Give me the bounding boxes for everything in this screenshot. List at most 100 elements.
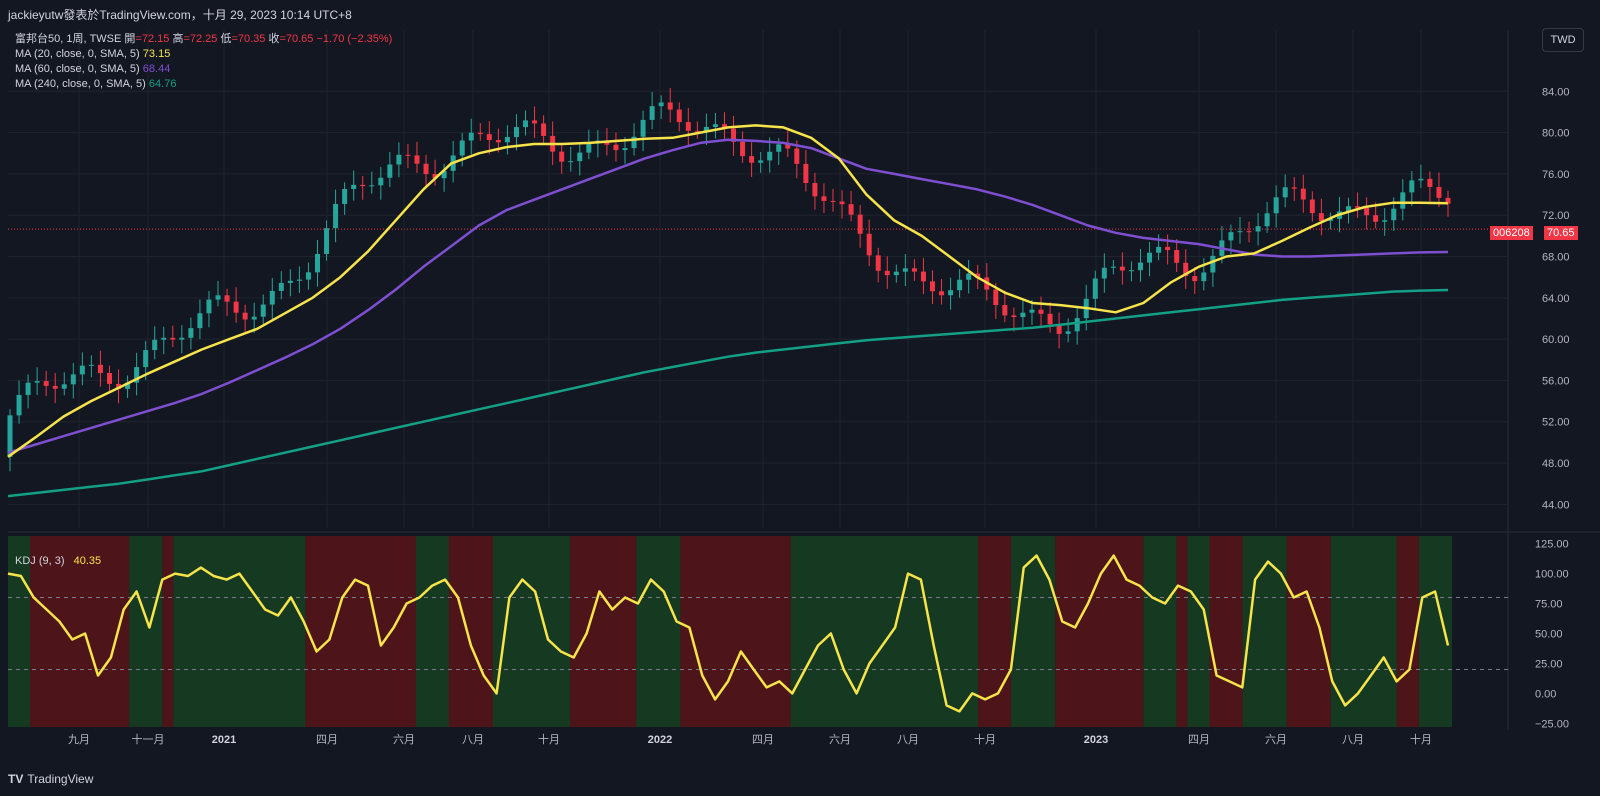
candle-body <box>188 328 194 338</box>
header-title: jackieyutw發表於TradingView.com，十月 29, 2023… <box>8 8 352 22</box>
candle-body <box>1156 246 1162 253</box>
candle-body <box>414 155 420 164</box>
price-tick-label: 52.00 <box>1542 417 1570 429</box>
time-tick-label: 2021 <box>212 734 236 746</box>
candle-body <box>640 119 646 137</box>
candle-body <box>152 339 158 351</box>
candle-body <box>794 148 800 164</box>
candle-body <box>1174 250 1180 263</box>
candle-body <box>7 415 13 457</box>
candle-body <box>1373 215 1379 222</box>
candle-body <box>812 182 818 197</box>
candle-body <box>848 204 854 215</box>
candle-body <box>866 233 872 256</box>
grid-lines <box>8 30 1600 730</box>
candle-body <box>803 163 809 183</box>
candle-body <box>351 184 357 190</box>
candle-body <box>577 152 583 162</box>
candle-body <box>649 106 655 120</box>
time-tick-label: 八月 <box>1342 734 1364 746</box>
kdj-zone <box>162 536 174 727</box>
candle-body <box>785 144 791 149</box>
candle-body <box>1291 187 1297 189</box>
currency-button[interactable]: TWD <box>1542 28 1584 52</box>
candle-body <box>1092 278 1098 299</box>
candle-body <box>1011 315 1017 318</box>
footer-brand[interactable]: TV TradingView <box>8 772 93 786</box>
legend-ma240-row: MA (240, close, 0, SMA, 5) 64.76 <box>15 77 392 92</box>
kdj-zone <box>448 536 494 727</box>
time-axis[interactable]: 九月 十一月 2021 四月 六月 八月 十月 2022 四月 六月 八月 十月 2023 四月 六月 八月 十… <box>68 732 1432 746</box>
candle-body <box>1201 272 1207 282</box>
legend-ma60-row: MA (60, close, 0, SMA, 5) 68.44 <box>15 62 392 77</box>
candle-body <box>622 148 628 151</box>
candle-body <box>97 364 103 373</box>
candle-body <box>1128 270 1134 272</box>
candle-body <box>296 279 302 281</box>
candle-body <box>631 136 637 149</box>
candle-body <box>1056 324 1062 334</box>
candle-body <box>694 130 700 132</box>
candle-body <box>1427 178 1433 187</box>
candle-body <box>88 364 94 366</box>
time-tick-label: 2023 <box>1084 734 1108 746</box>
candle-body <box>758 160 764 163</box>
kdj-tick-label: 0.00 <box>1535 688 1556 700</box>
kdj-zone <box>1330 536 1397 727</box>
candle-body <box>251 316 257 320</box>
candle-body <box>269 290 275 305</box>
candle-body <box>1382 220 1388 222</box>
candle-body <box>1364 207 1370 216</box>
candle-body <box>242 312 248 320</box>
candle-body <box>559 151 565 162</box>
tradingview-logo-icon: TV <box>8 772 24 786</box>
candle-body <box>369 185 375 187</box>
candles <box>7 88 1451 472</box>
price-axis[interactable]: 44.00 48.00 52.00 56.00 60.00 64.00 68.00 72.00… <box>1542 86 1570 511</box>
candle-body <box>749 156 755 163</box>
candle-body <box>875 255 881 271</box>
candle-body <box>884 270 890 276</box>
candle-body <box>966 273 972 280</box>
legend-ma60-value: 68.44 <box>142 63 171 75</box>
legend-ma240-label: MA (240, close, 0, SMA, 5) <box>15 78 146 90</box>
candle-body <box>1327 218 1333 221</box>
main-legend: 富邦台50, 1周, TWSE 開=72.15 高=72.25 低=70.35 … <box>15 32 392 92</box>
candle-body <box>513 127 519 138</box>
price-tick-label: 44.00 <box>1542 499 1570 511</box>
candle-body <box>61 384 67 389</box>
ma60-line <box>7 138 1449 454</box>
kdj-zone <box>1187 536 1210 727</box>
candle-body <box>459 140 465 156</box>
kdj-zones <box>8 536 1508 727</box>
kdj-zone <box>1176 536 1188 727</box>
time-tick-label: 四月 <box>752 734 774 746</box>
candle-body <box>106 372 112 384</box>
candle-body <box>1065 331 1071 334</box>
legend-high: =72.25 <box>183 33 218 45</box>
kdj-zone <box>790 536 979 727</box>
candle-body <box>116 383 122 389</box>
candle-body <box>16 394 22 416</box>
candle-body <box>161 337 167 340</box>
candle-body <box>314 253 320 273</box>
candle-body <box>731 128 737 142</box>
candle-body <box>287 280 293 283</box>
candle-body <box>134 367 140 383</box>
candle-body <box>776 144 782 152</box>
candle-body <box>197 313 203 329</box>
candle-body <box>1165 246 1171 251</box>
kdj-zone <box>1396 536 1419 727</box>
candle-body <box>568 161 574 163</box>
kdj-axis[interactable]: −25.00 0.00 25.00 50.00 75.00 100.00 125.00 <box>1535 539 1569 731</box>
kdj-legend-label: KDJ (9, 3) <box>15 555 65 567</box>
candle-body <box>703 126 709 132</box>
candle-body <box>25 382 31 395</box>
price-tick-label: 76.00 <box>1542 169 1570 181</box>
candle-body <box>1418 178 1424 181</box>
time-tick-label: 八月 <box>462 734 484 746</box>
candle-body <box>929 281 935 292</box>
candle-body <box>1273 197 1279 214</box>
candle-body <box>324 228 330 254</box>
